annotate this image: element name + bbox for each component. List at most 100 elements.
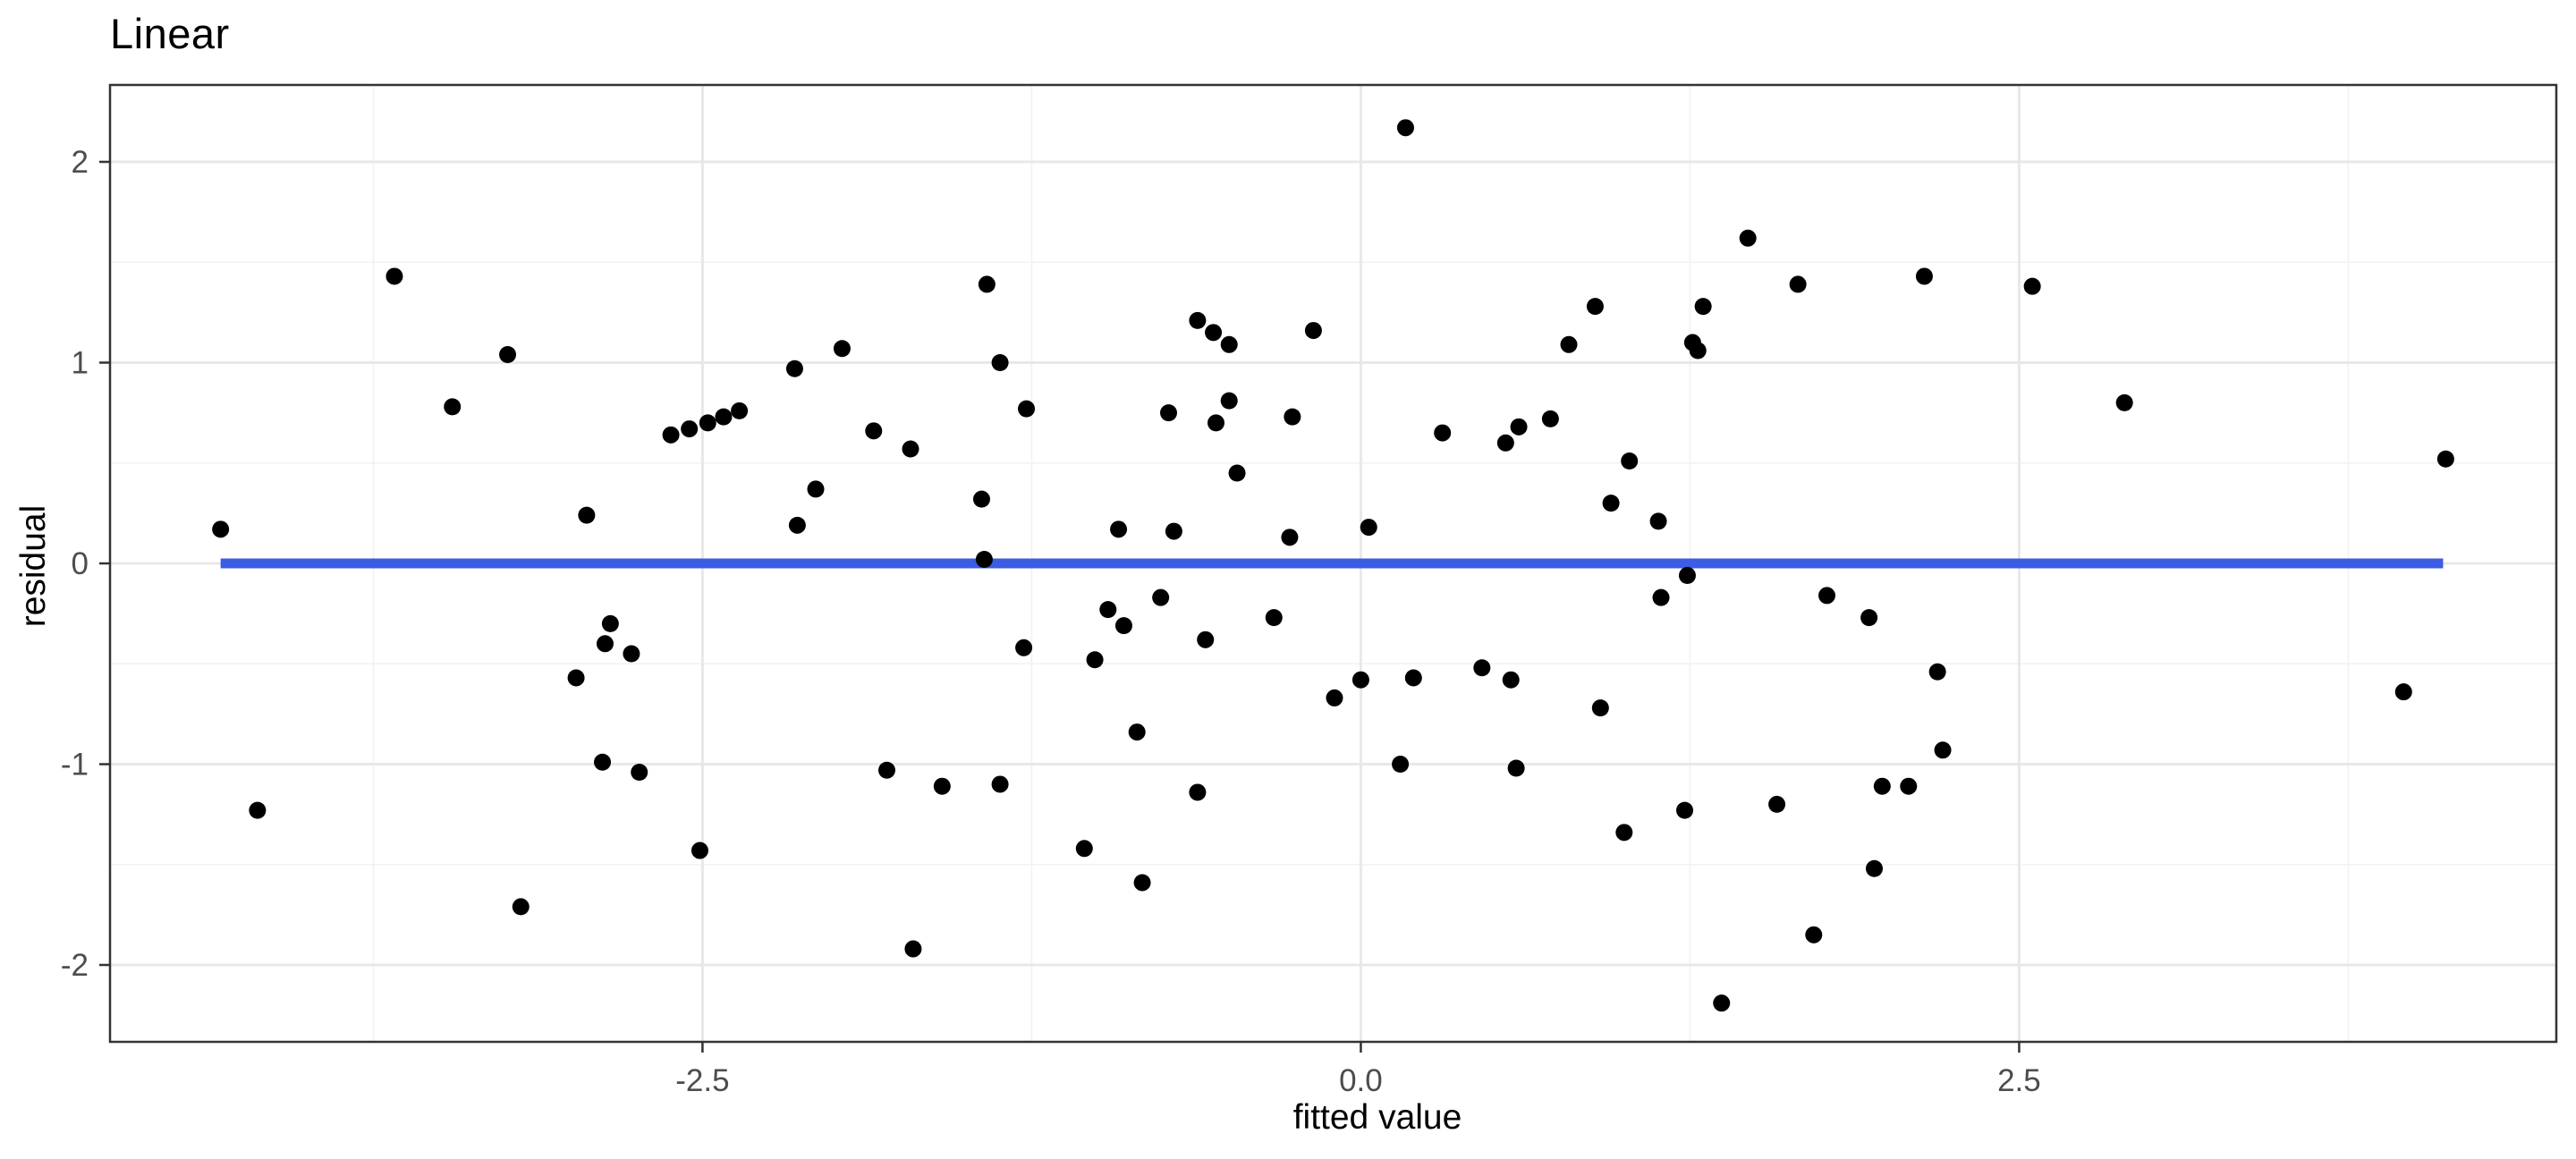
data-point: [1860, 609, 1878, 627]
data-point: [1473, 659, 1491, 677]
data-point: [877, 761, 895, 779]
data-point: [1805, 926, 1823, 943]
data-point: [1326, 689, 1343, 706]
data-point: [807, 480, 825, 498]
data-point: [1152, 588, 1170, 606]
data-point: [1689, 342, 1707, 360]
y-tick-label: 2: [72, 145, 89, 180]
data-point: [933, 777, 951, 795]
data-point: [1099, 601, 1117, 619]
data-point: [1615, 824, 1633, 842]
data-point: [681, 420, 699, 438]
y-tick-label: -2: [61, 948, 89, 983]
data-point: [1128, 723, 1146, 741]
data-point: [1404, 669, 1422, 687]
data-point: [631, 763, 648, 781]
plot-title: Linear: [110, 10, 230, 57]
data-point: [991, 353, 1009, 371]
data-point: [1189, 783, 1207, 801]
data-point: [662, 426, 680, 444]
data-point: [1915, 267, 1933, 285]
data-point: [715, 408, 733, 426]
data-point: [578, 506, 596, 524]
data-point: [691, 842, 708, 859]
data-point: [1392, 756, 1410, 774]
data-point: [978, 275, 996, 293]
data-point: [972, 490, 990, 508]
data-point: [865, 422, 883, 440]
data-point: [1678, 566, 1696, 584]
data-point: [1304, 322, 1322, 340]
data-point: [1865, 859, 1883, 877]
data-point: [1510, 418, 1528, 436]
data-point: [975, 551, 993, 569]
data-point: [1133, 874, 1151, 892]
data-point: [601, 614, 619, 632]
data-point: [249, 801, 267, 819]
data-point: [1586, 298, 1604, 316]
data-point: [594, 753, 612, 771]
data-point: [1739, 229, 1757, 247]
data-point: [1352, 671, 1369, 689]
data-point: [1189, 311, 1207, 329]
data-point: [2023, 277, 2041, 295]
x-tick-label: 2.5: [1997, 1063, 2041, 1098]
data-point: [212, 520, 230, 538]
data-point: [1086, 651, 1104, 669]
data-point: [1265, 609, 1283, 627]
data-point: [2394, 683, 2412, 701]
data-point: [1197, 630, 1215, 648]
data-point: [1360, 519, 1377, 537]
data-point: [1075, 840, 1093, 858]
data-point: [1159, 404, 1177, 422]
data-point: [699, 414, 716, 432]
data-point: [1507, 759, 1525, 777]
data-point: [1502, 671, 1520, 689]
data-point: [1713, 994, 1731, 1012]
data-point: [567, 669, 585, 687]
data-point: [1396, 119, 1414, 137]
data-point: [788, 516, 806, 534]
data-point: [1789, 275, 1807, 293]
data-point: [1541, 410, 1559, 427]
data-point: [1934, 741, 1952, 759]
data-point: [1018, 400, 1036, 418]
data-point: [1205, 324, 1223, 342]
data-point: [1768, 795, 1786, 813]
data-point: [2436, 450, 2454, 468]
data-point: [1434, 424, 1452, 442]
data-point: [596, 635, 614, 653]
data-point: [1220, 392, 1238, 410]
x-tick-label: 0.0: [1339, 1063, 1383, 1098]
data-point: [1591, 699, 1609, 717]
data-point: [1220, 335, 1238, 353]
data-point: [1284, 408, 1301, 426]
data-point: [1110, 520, 1128, 538]
data-point: [902, 440, 919, 458]
data-point: [785, 360, 803, 377]
data-point: [1694, 298, 1712, 316]
data-point: [1602, 495, 1620, 512]
y-axis-title: residual: [14, 504, 53, 628]
y-tick-label: -1: [61, 748, 89, 783]
data-point: [386, 267, 403, 285]
data-point: [1114, 617, 1132, 635]
data-point: [512, 898, 530, 916]
data-point: [1228, 464, 1246, 482]
data-point: [1207, 414, 1224, 432]
data-point: [991, 775, 1009, 793]
data-point: [904, 940, 922, 958]
data-point: [731, 402, 749, 419]
data-point: [1676, 801, 1694, 819]
data-point: [1873, 777, 1891, 795]
x-axis-title: fitted value: [1292, 1098, 1462, 1137]
y-tick-label: 1: [72, 345, 89, 380]
data-point: [623, 645, 640, 663]
data-point: [1560, 335, 1578, 353]
x-tick-label: -2.5: [675, 1063, 729, 1098]
data-point: [833, 340, 851, 358]
data-point: [444, 398, 462, 416]
data-point: [1281, 529, 1299, 546]
